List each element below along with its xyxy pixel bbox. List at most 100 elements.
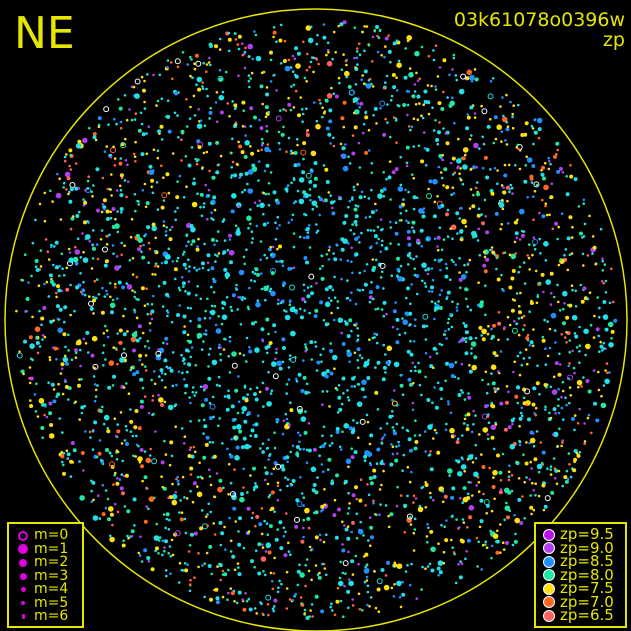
star-point	[549, 271, 554, 276]
star-point	[255, 55, 262, 62]
marker-icon	[12, 614, 34, 620]
star-point	[412, 549, 416, 552]
star-point	[529, 494, 532, 497]
star-point	[412, 177, 416, 180]
star-point	[526, 196, 529, 199]
star-point	[234, 123, 237, 126]
star-point	[518, 167, 522, 171]
star-point	[303, 256, 308, 260]
star-point	[477, 481, 481, 484]
star-point	[309, 609, 312, 612]
star-point	[91, 243, 94, 247]
star-point	[210, 304, 214, 308]
star-point	[243, 188, 247, 192]
star-point	[71, 215, 75, 218]
star-point	[337, 580, 344, 587]
star-point	[295, 445, 300, 449]
star-point	[327, 249, 331, 252]
star-point	[246, 413, 249, 417]
star-point	[413, 90, 417, 93]
star-point	[302, 504, 305, 507]
star-point	[294, 200, 298, 203]
star-point	[199, 385, 203, 389]
star-point	[304, 350, 308, 353]
star-point	[78, 378, 81, 381]
star-point	[440, 397, 443, 401]
star-point	[237, 140, 240, 144]
star-point	[611, 300, 615, 304]
star-point	[267, 182, 271, 185]
star-point	[409, 256, 413, 260]
star-point	[253, 392, 257, 397]
star-point	[376, 50, 380, 54]
star-point	[568, 362, 571, 365]
star-point	[119, 357, 125, 363]
star-point	[24, 310, 27, 313]
star-point	[390, 94, 394, 98]
star-point	[394, 231, 399, 236]
star-point	[267, 613, 270, 617]
star-point	[379, 262, 386, 269]
star-point	[425, 147, 430, 152]
star-point	[409, 339, 412, 343]
star-point	[147, 560, 151, 563]
star-point	[393, 563, 398, 568]
star-point	[507, 390, 510, 394]
star-point	[74, 356, 78, 360]
star-point	[314, 535, 319, 540]
star-point	[97, 293, 101, 296]
star-point	[286, 460, 289, 464]
star-point	[205, 150, 209, 154]
star-point	[207, 502, 210, 506]
star-point	[113, 164, 117, 167]
star-point	[189, 355, 192, 359]
star-point	[255, 224, 259, 228]
star-point	[490, 337, 493, 341]
star-point	[272, 467, 276, 471]
star-point	[168, 237, 173, 242]
star-point	[551, 227, 555, 231]
star-point	[450, 224, 457, 230]
star-point	[142, 243, 145, 247]
star-point	[93, 399, 97, 403]
star-point	[134, 409, 139, 413]
star-point	[265, 317, 270, 322]
star-point	[545, 213, 549, 217]
star-point	[55, 357, 58, 361]
star-point	[517, 497, 522, 502]
star-point	[438, 306, 443, 310]
star-point	[196, 245, 199, 248]
star-point	[449, 411, 453, 415]
star-point	[233, 107, 237, 110]
star-point	[231, 160, 235, 164]
star-point	[437, 560, 444, 566]
star-point	[485, 512, 489, 515]
star-point	[230, 309, 234, 313]
star-point	[283, 553, 288, 558]
star-point	[132, 372, 137, 377]
star-point	[413, 273, 417, 277]
star-point	[550, 182, 554, 185]
star-point	[328, 246, 332, 249]
star-point	[160, 379, 164, 382]
star-point	[578, 350, 581, 353]
star-point	[52, 388, 56, 391]
star-point	[294, 524, 299, 529]
star-point	[254, 422, 259, 427]
star-point	[440, 258, 443, 262]
star-point	[348, 162, 352, 165]
star-point	[289, 401, 292, 405]
star-point	[443, 525, 447, 528]
star-point	[48, 273, 53, 278]
star-point	[362, 395, 366, 399]
star-point	[261, 612, 265, 616]
star-point	[386, 560, 390, 565]
star-point	[189, 55, 192, 59]
star-point	[139, 404, 144, 409]
star-point	[531, 164, 536, 168]
star-point	[314, 564, 318, 567]
star-point	[165, 115, 168, 118]
star-point	[67, 398, 70, 401]
star-point	[299, 596, 303, 599]
star-point	[106, 497, 110, 501]
